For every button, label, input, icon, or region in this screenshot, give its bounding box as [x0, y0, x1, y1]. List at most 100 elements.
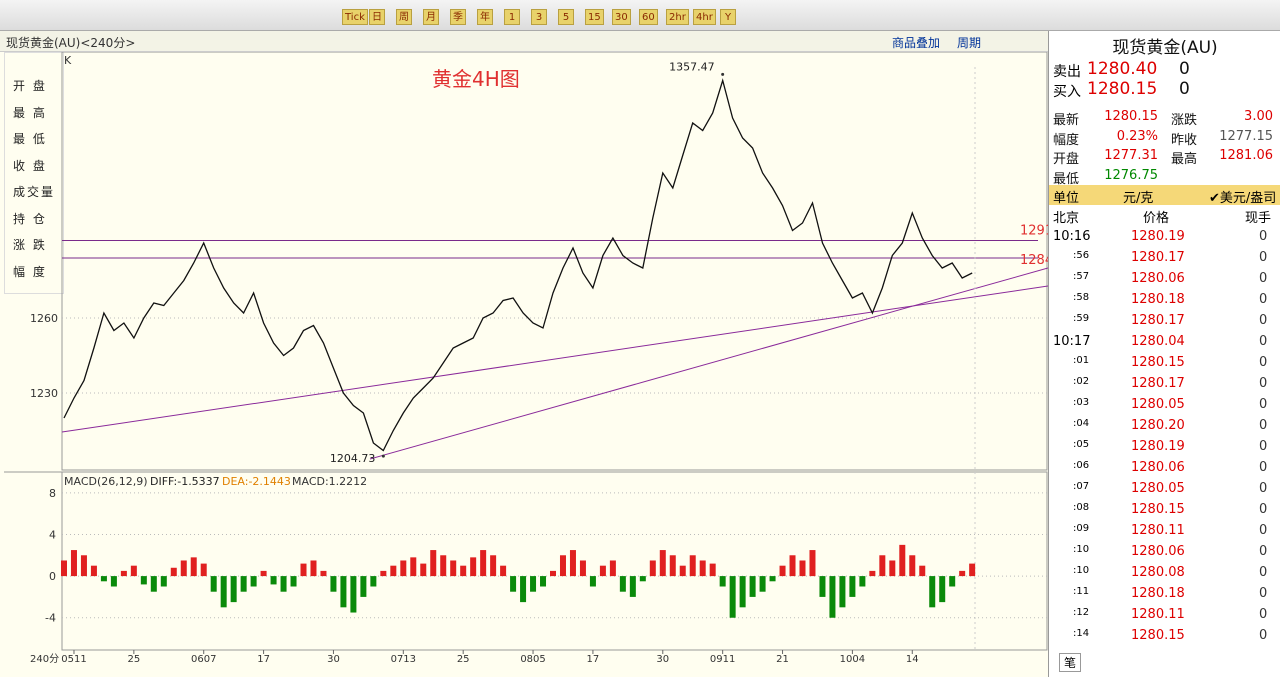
quote-volume: 0 — [1179, 59, 1190, 79]
macd-bar — [789, 555, 796, 577]
stat-cell: 3.00 — [1244, 109, 1273, 124]
tick-volume: 0 — [1259, 586, 1268, 601]
tick-time: 10:16 — [1053, 229, 1091, 244]
macd-bar — [569, 550, 576, 577]
tick-price: 1280.11 — [1131, 523, 1185, 538]
period-tool[interactable]: 月 — [423, 9, 439, 25]
tick-price: 1280.17 — [1131, 376, 1185, 391]
macd-bar — [300, 563, 307, 577]
info-label: 持 仓 — [13, 211, 47, 226]
macd-bar — [430, 550, 437, 577]
tick-price: 1280.17 — [1131, 250, 1185, 265]
macd-bar — [829, 576, 836, 618]
tick-volume: 0 — [1259, 397, 1268, 412]
macd-bar — [120, 570, 127, 577]
tick-price: 1280.17 — [1131, 313, 1185, 328]
tick-row: :14 1280.15 0 — [1049, 626, 1280, 646]
tick-price: 1280.19 — [1131, 229, 1185, 244]
macd-bar — [380, 570, 387, 577]
tick-row: :05 1280.19 0 — [1049, 437, 1280, 457]
tick-volume: 0 — [1259, 544, 1268, 559]
period-tool[interactable]: 2hr — [666, 9, 689, 25]
unit-option[interactable]: ✔美元/盎司 — [1209, 191, 1277, 206]
macd-bar — [599, 565, 606, 577]
stat-cell: 昨收 — [1171, 132, 1198, 148]
period-tool[interactable]: 15 — [585, 9, 604, 25]
quote-title: 现货黄金(AU) — [1112, 38, 1218, 58]
period-tool[interactable]: Tick — [342, 9, 368, 25]
period-tool[interactable]: 4hr — [693, 9, 716, 25]
macd-bar — [849, 576, 856, 597]
period-tool[interactable]: 季 — [450, 9, 466, 25]
x-tick-label: 0911 — [710, 654, 735, 665]
tick-price: 1280.04 — [1131, 334, 1185, 349]
macd-bar — [70, 550, 77, 577]
level-label: 1284 — [1020, 253, 1048, 268]
macd-bar — [330, 576, 337, 592]
macd-bar — [440, 555, 447, 577]
period-tool[interactable]: 周 — [396, 9, 412, 25]
macd-bar — [250, 576, 257, 587]
macd-bar — [130, 565, 137, 577]
corner-label: K — [64, 54, 72, 67]
macd-pane — [61, 471, 1048, 651]
period-tool[interactable]: 3 — [531, 9, 547, 25]
info-label: 最 低 — [13, 132, 47, 146]
y-tick-label: 1260 — [30, 312, 58, 325]
tick-time: 10:17 — [1053, 334, 1091, 349]
macd-bar — [879, 555, 886, 577]
macd-bar — [150, 576, 157, 592]
chart-title: 黄金4H图 — [432, 67, 520, 91]
tick-volume: 0 — [1259, 607, 1268, 622]
period-tool[interactable]: Y — [720, 9, 736, 25]
x-tick-label: 0713 — [391, 654, 416, 665]
x-tick-label: 25 — [127, 654, 140, 665]
macd-bar — [679, 565, 686, 577]
period-button[interactable]: 周期 — [957, 36, 982, 50]
tick-volume: 0 — [1259, 271, 1268, 286]
macd-bar — [180, 560, 187, 577]
info-label: 涨 跌 — [13, 238, 47, 252]
unit-option[interactable]: 元/克 — [1123, 191, 1154, 206]
tick-volume: 0 — [1259, 439, 1268, 454]
x-tick-label: 17 — [257, 654, 270, 665]
tick-time: :08 — [1073, 502, 1090, 513]
tick-price: 1280.05 — [1131, 397, 1185, 412]
stat-cell: 1280.15 — [1104, 109, 1158, 124]
stat-cell: 最低 — [1053, 171, 1080, 187]
macd-bar — [470, 557, 477, 577]
tick-row: :02 1280.17 0 — [1049, 374, 1280, 394]
macd-bar — [540, 576, 547, 587]
macd-bar — [869, 570, 876, 577]
macd-bar — [320, 570, 327, 577]
macd-bar — [609, 560, 616, 577]
macd-bar — [629, 576, 636, 597]
macd-bar — [749, 576, 756, 597]
period-tool[interactable]: 日 — [369, 9, 385, 25]
period-tool[interactable]: 60 — [639, 9, 658, 25]
overlay-button[interactable]: 商品叠加 — [892, 36, 941, 50]
macd-bar — [809, 550, 816, 577]
period-tool[interactable]: 30 — [612, 9, 631, 25]
macd-bar — [959, 570, 966, 577]
tab[interactable]: 笔 — [1059, 653, 1082, 672]
macd-tick-label: 0 — [49, 570, 56, 583]
macd-bar — [210, 576, 217, 592]
period-tool[interactable]: 5 — [558, 9, 574, 25]
tick-time: :10 — [1073, 565, 1090, 576]
quote-label: 买入 — [1053, 84, 1081, 100]
tick-row: :10 1280.06 0 — [1049, 542, 1280, 562]
quote-label: 卖出 — [1053, 64, 1081, 80]
stat-cell: 开盘 — [1053, 152, 1080, 167]
tick-time: :12 — [1073, 607, 1090, 618]
period-tool[interactable]: 1 — [504, 9, 520, 25]
macd-bar — [619, 576, 626, 592]
quote-panel: 现货黄金(AU) 卖出 1280.40 0 买入 1280.15 0 最新 1280.15 涨跌 3… — [1048, 31, 1280, 677]
macd-bar — [400, 560, 407, 577]
macd-bar — [340, 576, 347, 608]
tick-price: 1280.18 — [1131, 586, 1185, 601]
column-header: 价格 — [1143, 211, 1170, 226]
period-tool[interactable]: 年 — [477, 9, 493, 25]
macd-bar — [450, 560, 457, 577]
